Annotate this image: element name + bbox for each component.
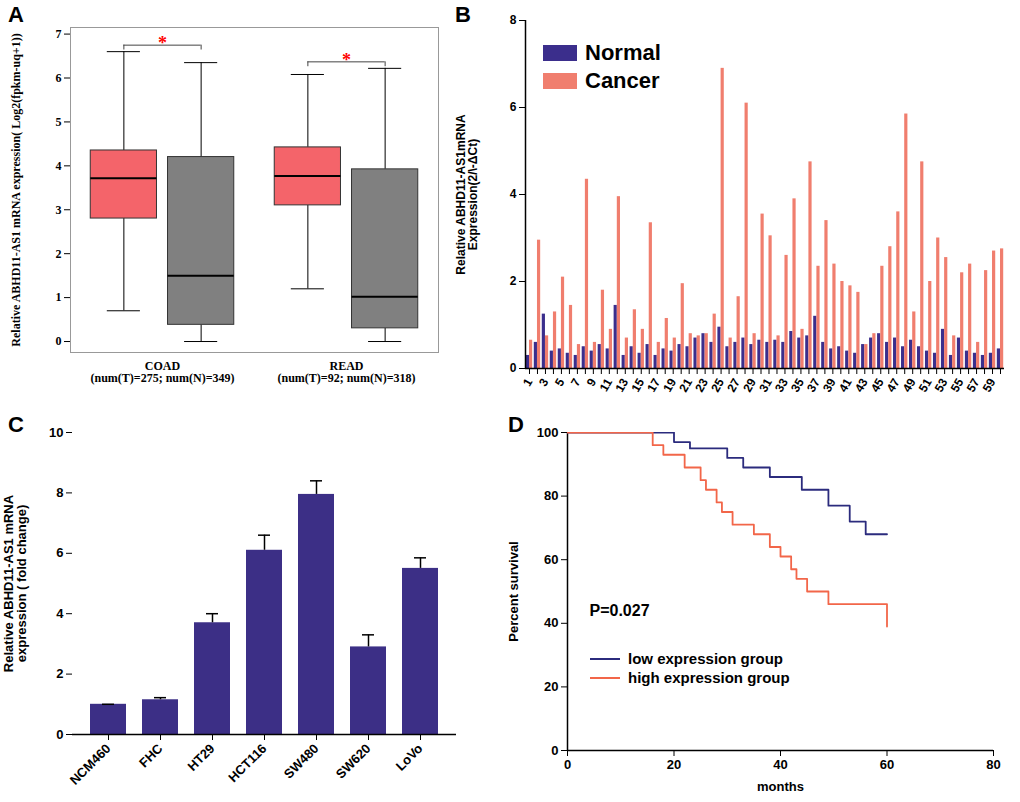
- svg-text:15: 15: [628, 376, 647, 395]
- svg-text:60: 60: [544, 552, 558, 567]
- svg-text:SW620: SW620: [333, 741, 374, 782]
- svg-text:FHC: FHC: [136, 740, 166, 770]
- svg-text:40: 40: [773, 757, 787, 772]
- svg-text:9: 9: [583, 375, 600, 389]
- svg-text:2: 2: [510, 274, 517, 288]
- svg-text:HT29: HT29: [184, 741, 217, 774]
- svg-text:5: 5: [56, 115, 62, 129]
- svg-text:1: 1: [56, 290, 62, 304]
- html-text:B: B: [455, 2, 471, 27]
- html-text:low expression group: low expression group: [628, 650, 783, 667]
- svg-text:60: 60: [880, 757, 894, 772]
- svg-text:20: 20: [667, 757, 681, 772]
- svg-text:80: 80: [544, 488, 558, 503]
- svg-text:3: 3: [56, 203, 62, 217]
- svg-text:8: 8: [56, 485, 63, 500]
- svg-text:0: 0: [510, 361, 517, 375]
- html-text:D: D: [508, 412, 524, 437]
- svg-text:19: 19: [660, 376, 679, 395]
- svg-text:7: 7: [56, 27, 62, 41]
- svg-text:29: 29: [740, 376, 759, 395]
- svg-text:0: 0: [56, 727, 63, 742]
- svg-text:33: 33: [772, 376, 791, 395]
- svg-text:100: 100: [537, 425, 559, 440]
- svg-text:57: 57: [964, 376, 983, 395]
- svg-text:43: 43: [852, 376, 871, 395]
- svg-text:*: *: [342, 50, 351, 70]
- svg-text:Relative ABHD11-AS1 mRNA expre: Relative ABHD11-AS1 mRNA expression( Log…: [9, 33, 23, 346]
- svg-text:P=0.027: P=0.027: [590, 602, 650, 619]
- svg-text:0: 0: [56, 334, 62, 348]
- svg-text:2: 2: [56, 666, 63, 681]
- svg-text:39: 39: [820, 376, 839, 395]
- svg-text:months: months: [757, 779, 804, 794]
- html-text:Normal: Normal: [585, 40, 661, 65]
- svg-text:40: 40: [544, 615, 558, 630]
- svg-text:4: 4: [510, 187, 517, 201]
- svg-text:20: 20: [544, 679, 558, 694]
- svg-text:23: 23: [692, 376, 711, 395]
- svg-text:31: 31: [756, 376, 775, 395]
- svg-text:37: 37: [804, 376, 823, 395]
- svg-text:*: *: [158, 33, 167, 53]
- svg-text:13: 13: [612, 376, 631, 395]
- svg-text:25: 25: [708, 376, 727, 395]
- svg-text:8: 8: [510, 13, 517, 27]
- svg-text:SW480: SW480: [281, 741, 322, 782]
- svg-text:6: 6: [56, 71, 62, 85]
- svg-text:READ(num(T)=92; num(N)=318): READ(num(T)=92; num(N)=318): [277, 359, 415, 385]
- svg-text:41: 41: [836, 376, 855, 395]
- svg-text:6: 6: [56, 545, 63, 560]
- svg-text:HCT116: HCT116: [225, 741, 269, 785]
- svg-text:Percent survival: Percent survival: [506, 541, 521, 641]
- svg-text:53: 53: [932, 376, 951, 395]
- svg-text:49: 49: [900, 376, 919, 395]
- svg-text:7: 7: [568, 376, 584, 389]
- svg-text:6: 6: [510, 100, 517, 114]
- html-text:Cancer: Cancer: [585, 68, 660, 93]
- svg-text:3: 3: [536, 376, 552, 389]
- svg-text:LoVo: LoVo: [393, 741, 426, 774]
- svg-text:35: 35: [788, 376, 807, 395]
- svg-text:Relative ABHD11-AS1mRNAExpress: Relative ABHD11-AS1mRNAExpression(2/\-ΔC…: [454, 114, 480, 275]
- svg-text:55: 55: [948, 376, 967, 395]
- svg-text:11: 11: [597, 376, 616, 394]
- svg-text:17: 17: [644, 376, 663, 395]
- svg-text:5: 5: [552, 376, 568, 389]
- svg-text:59: 59: [980, 376, 999, 395]
- svg-text:Relative ABHD11-AS1 mRNAexpres: Relative ABHD11-AS1 mRNAexpression ( fol…: [1, 494, 29, 672]
- svg-text:45: 45: [868, 376, 887, 395]
- svg-text:1: 1: [520, 376, 536, 389]
- svg-text:21: 21: [676, 376, 695, 395]
- svg-text:0: 0: [551, 743, 558, 758]
- svg-text:47: 47: [884, 376, 903, 395]
- html-text:high expression group: high expression group: [628, 669, 790, 686]
- svg-text:4: 4: [56, 159, 62, 173]
- svg-text:27: 27: [724, 376, 743, 395]
- html-text:A: A: [8, 2, 24, 27]
- svg-text:2: 2: [56, 247, 62, 261]
- html-text:C: C: [8, 412, 24, 437]
- svg-text:0: 0: [564, 757, 571, 772]
- svg-text:80: 80: [986, 757, 1000, 772]
- svg-text:COAD(num(T)=275; num(N)=349): COAD(num(T)=275; num(N)=349): [90, 359, 234, 385]
- svg-text:NCM460: NCM460: [67, 741, 114, 788]
- svg-text:51: 51: [916, 376, 935, 395]
- svg-text:10: 10: [49, 425, 63, 440]
- svg-text:4: 4: [56, 606, 64, 621]
